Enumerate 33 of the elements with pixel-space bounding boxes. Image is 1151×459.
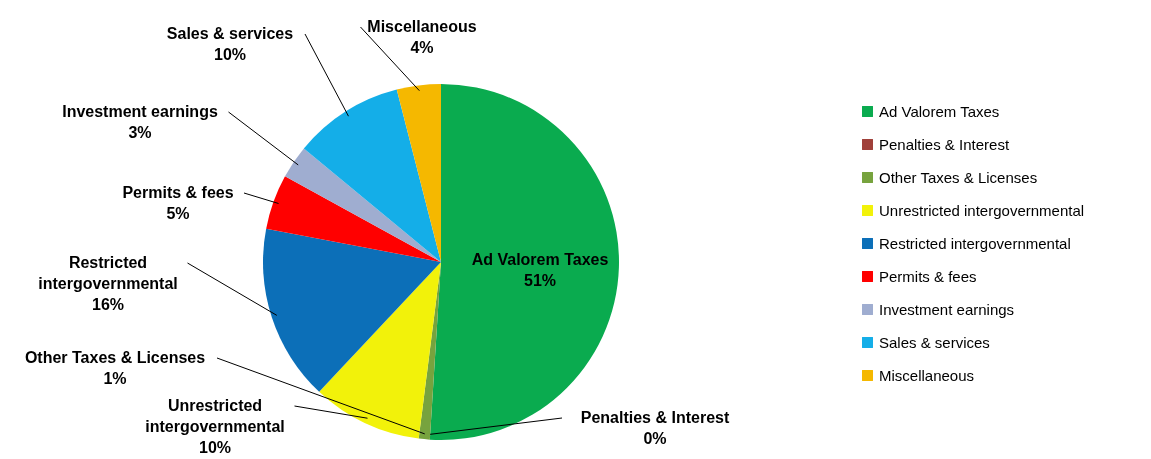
data-label: 3% <box>128 124 152 141</box>
slice-label: Permits & fees <box>122 184 234 201</box>
slice-label: Restricted intergovernmental <box>38 254 178 292</box>
slice-label: Sales & services <box>166 25 294 42</box>
legend-label: Other Taxes & Licenses <box>879 168 1038 186</box>
pie-slice <box>319 262 441 439</box>
pie-slice <box>263 228 441 392</box>
pie-slice <box>396 84 441 262</box>
text: 0% <box>643 430 667 447</box>
slice-label: Ad Valorem Taxes <box>471 251 609 268</box>
data-label: 1% <box>103 370 127 387</box>
legend-label: Permits & fees <box>879 267 977 285</box>
pie-slice <box>285 148 441 262</box>
pie-slice <box>266 176 441 262</box>
category-label: Penalties & Interest <box>580 409 730 426</box>
data-label: 4% <box>410 39 434 56</box>
legend-label: Ad Valorem Taxes <box>879 102 1000 120</box>
legend-label: Investment earnings <box>879 300 1015 318</box>
legend-label: Sales & services <box>879 333 990 351</box>
slice-label: Other Taxes & Licenses <box>24 349 206 366</box>
data-label: 16% <box>91 296 125 313</box>
slice-label: Miscellaneous <box>367 18 477 35</box>
legend-label: Restricted intergovernmental <box>879 234 1071 252</box>
data-label: 10% <box>198 439 232 456</box>
data-label: 5% <box>166 205 190 222</box>
slice-label: Investment earnings <box>62 103 218 120</box>
pie-slice <box>303 89 441 262</box>
legend-label: Penalties & Interest <box>879 135 1010 153</box>
data-label: 51% <box>523 272 557 289</box>
data-label: 10% <box>213 46 247 63</box>
slice-label: Unrestricted intergovernmental <box>145 397 285 435</box>
legend-label: Miscellaneous <box>879 366 975 384</box>
legend-label: Unrestricted intergovernmental <box>879 201 1085 219</box>
